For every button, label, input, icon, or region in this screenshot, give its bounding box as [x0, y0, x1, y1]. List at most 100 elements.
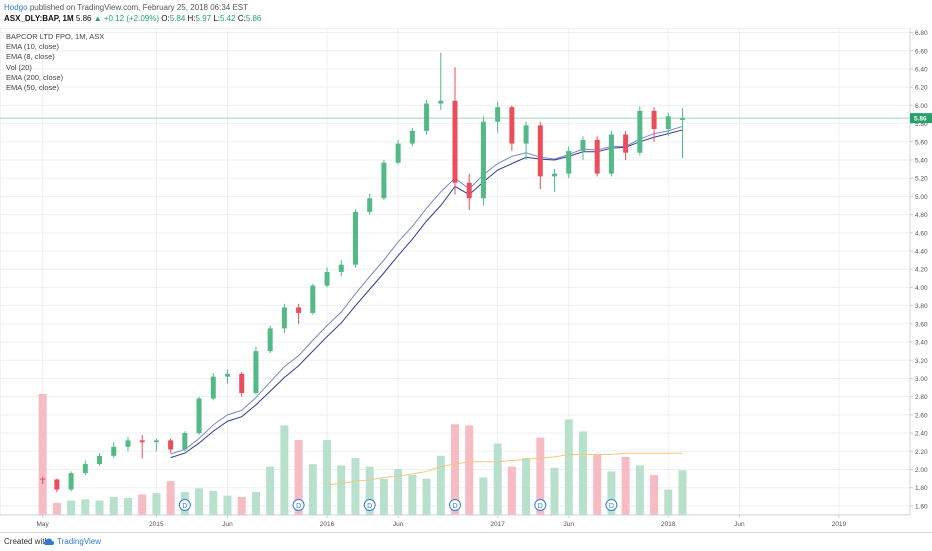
candle[interactable] [651, 107, 657, 142]
legend-ema8[interactable]: EMA (8, close) [6, 52, 55, 62]
y-tick-label: 2.60 [915, 412, 928, 419]
legend-ema200[interactable]: EMA (200, close) [6, 72, 64, 82]
dividend-marker[interactable]: D [292, 499, 305, 511]
dividend-marker[interactable]: D [449, 499, 461, 511]
candle[interactable] [637, 106, 643, 156]
y-tick-label: 1.80 [915, 485, 928, 492]
candle[interactable] [97, 453, 103, 466]
volume-bar [394, 469, 403, 515]
candle-body [409, 130, 415, 144]
tradingview-cloud-icon[interactable] [43, 536, 55, 548]
candle-body [225, 373, 230, 377]
candle[interactable] [452, 67, 458, 195]
candle[interactable] [68, 471, 74, 492]
candle[interactable] [54, 478, 60, 493]
candle[interactable] [480, 116, 486, 206]
candle[interactable] [296, 303, 302, 324]
volume-bar [451, 424, 459, 515]
y-tick-label: 5.20 [915, 176, 928, 183]
x-tick-label: Jun [222, 521, 233, 528]
candle[interactable] [566, 146, 572, 179]
volume-bar [436, 455, 445, 515]
dividend-marker[interactable]: D [605, 499, 618, 511]
candle[interactable] [466, 173, 472, 211]
candle[interactable] [125, 436, 131, 452]
candle[interactable] [438, 52, 444, 110]
volume-ma-line [326, 452, 683, 486]
y-tick-label: 1.60 [915, 503, 928, 510]
candle[interactable] [665, 112, 671, 137]
chart-frame[interactable]: D D D D D D 1.60 1.80 2.00 2.20 2.40 2.60 2.80 3.00 3… [0, 28, 932, 532]
price-chart[interactable]: D D D D D D 1.60 1.80 2.00 2.20 2.40 2.60 2.80 3.00 3… [0, 28, 932, 532]
candle[interactable] [409, 128, 415, 147]
legend-volume[interactable]: Vol (20) [6, 62, 32, 72]
candle[interactable] [40, 476, 46, 485]
axes[interactable]: 1.60 1.80 2.00 2.20 2.40 2.60 2.80 3.00 3.20 3.40… [0, 28, 932, 532]
candle[interactable] [196, 396, 202, 435]
dividend-label: D [182, 503, 187, 510]
candle[interactable] [523, 121, 529, 160]
candle-body [580, 139, 586, 151]
candle[interactable] [168, 438, 174, 454]
candle-body [139, 440, 145, 443]
candle-body [381, 162, 387, 199]
candle-body [438, 100, 444, 104]
volume-bar [593, 454, 602, 515]
dividend-marker[interactable]: D [178, 499, 191, 511]
candle-body [310, 285, 316, 313]
candle[interactable] [153, 438, 159, 452]
candle[interactable] [182, 431, 188, 452]
candle[interactable] [594, 136, 600, 177]
candle[interactable] [324, 267, 330, 288]
candle[interactable] [239, 372, 245, 397]
legend-ema50[interactable]: EMA (50, close) [6, 83, 59, 93]
candle[interactable] [352, 209, 358, 268]
candle[interactable] [139, 434, 145, 459]
candle-body [367, 198, 373, 212]
chart-header: Hodgo published on TradingView.com, Febr… [0, 0, 932, 28]
candle[interactable] [210, 372, 216, 401]
candle[interactable] [608, 130, 614, 177]
candle[interactable] [509, 105, 515, 151]
dividend-marker[interactable]: D [363, 499, 376, 511]
candle[interactable] [680, 108, 685, 159]
y-tick-label: 3.20 [915, 358, 928, 365]
open-label: O: [161, 14, 170, 23]
volume-bar [152, 493, 161, 515]
candle-body [182, 433, 188, 450]
candle[interactable] [537, 121, 543, 190]
candle[interactable] [552, 169, 558, 192]
candle[interactable] [623, 130, 629, 160]
candle[interactable] [281, 303, 287, 333]
high-value: 5.97 [195, 14, 212, 23]
candles[interactable] [40, 52, 685, 493]
tradingview-brand-link[interactable]: TradingView [57, 537, 102, 546]
candle[interactable] [253, 346, 259, 395]
volume-bar [123, 498, 132, 515]
price-change: +0.12 (+2.09%) [103, 14, 160, 23]
candle[interactable] [424, 99, 430, 135]
candle[interactable] [310, 283, 316, 315]
legend-ema10[interactable]: EMA (10, close) [6, 42, 59, 52]
candle[interactable] [267, 325, 273, 353]
y-tick-label: 4.00 [915, 285, 928, 292]
candle[interactable] [82, 460, 88, 475]
dividend-marker[interactable]: D [534, 499, 547, 511]
candle[interactable] [111, 442, 117, 458]
candle[interactable] [580, 136, 586, 160]
candle[interactable] [367, 193, 373, 215]
candle-body [566, 150, 572, 174]
candle[interactable] [338, 260, 344, 277]
candle[interactable] [395, 139, 401, 165]
author-link[interactable]: Hodgo [4, 3, 28, 12]
dividend-circle [363, 499, 376, 511]
candle[interactable] [381, 159, 387, 201]
legend-symbol[interactable]: BAPCOR LTD FPO, 1M, ASX [6, 32, 105, 41]
candle[interactable] [225, 369, 230, 384]
volume-bar [266, 466, 275, 515]
candle-body [168, 440, 174, 450]
candle[interactable] [495, 101, 501, 133]
candle-body [324, 271, 330, 286]
dividend-circle [534, 499, 547, 511]
